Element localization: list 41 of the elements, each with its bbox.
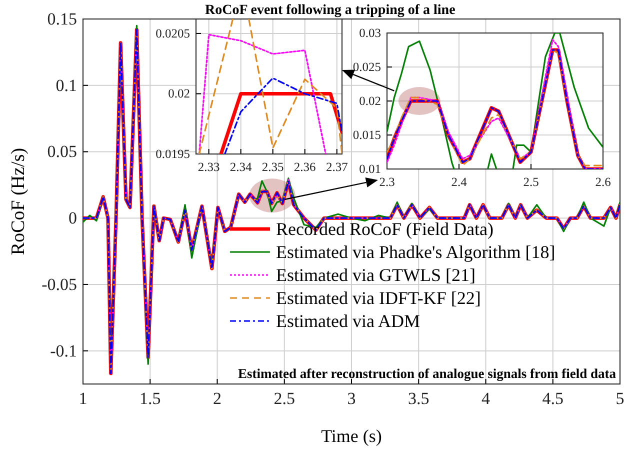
- y-tick-label: 0.15: [47, 9, 77, 28]
- x-tick-label: 2.35: [262, 160, 284, 174]
- x-tick-label: 4: [482, 389, 490, 408]
- legend-label: Recorded RoCoF (Field Data): [276, 219, 494, 239]
- legend-label: Estimated via ADM: [276, 311, 420, 331]
- y-tick-label: 0.1: [56, 76, 77, 95]
- legend-label: Estimated via GTWLS [21]: [276, 265, 476, 285]
- x-tick-label: 2.37: [326, 160, 348, 174]
- y-tick-label: 0.02: [168, 86, 190, 101]
- y-tick-label: 0: [68, 208, 77, 228]
- y-axis-title: RoCoF (Hz/s): [8, 148, 29, 256]
- x-tick-label: 1.5: [140, 389, 161, 408]
- x-tick-label: 2.6: [595, 174, 611, 189]
- y-tick-label: 0.03: [359, 26, 381, 40]
- x-tick-label: 1: [78, 389, 88, 408]
- y-tick-label: 0.0205: [156, 26, 190, 40]
- x-axis-title: Time (s): [321, 426, 382, 446]
- x-tick-label: 2.33: [198, 160, 220, 174]
- x-tick-label: 2.3: [379, 174, 395, 189]
- y-tick-label: 0.015: [352, 128, 381, 142]
- x-tick-label: 2: [213, 389, 222, 408]
- x-tick-label: 2.34: [230, 160, 253, 174]
- legend-label: Estimated via Phadke's Algorithm [18]: [276, 242, 556, 262]
- y-tick-label: 0.05: [47, 142, 77, 162]
- x-tick-label: 4.5: [542, 389, 564, 408]
- annotation: Estimated after reconstruction of analogue signals from field data: [238, 366, 616, 381]
- y-tick-label: 0.01: [359, 162, 381, 176]
- x-tick-label: 2.4: [451, 174, 468, 189]
- y-tick-label: 0.02: [359, 94, 381, 108]
- legend-label: Estimated via IDFT-KF [22]: [276, 288, 481, 308]
- x-tick-label: 5: [616, 389, 624, 408]
- x-tick-label: 3.5: [408, 389, 430, 408]
- x-tick-label: 2.5: [274, 389, 295, 408]
- x-tick-label: 3: [347, 389, 356, 408]
- chart-title: RoCoF event following a tripping of a line: [205, 3, 456, 18]
- x-tick-label: 2.36: [294, 160, 316, 174]
- y-tick-label: -0.1: [50, 341, 77, 360]
- y-tick-label: 0.0195: [156, 147, 190, 161]
- y-tick-label: 0.025: [352, 60, 381, 74]
- y-tick-label: -0.05: [42, 274, 77, 294]
- x-tick-label: 2.5: [523, 174, 539, 189]
